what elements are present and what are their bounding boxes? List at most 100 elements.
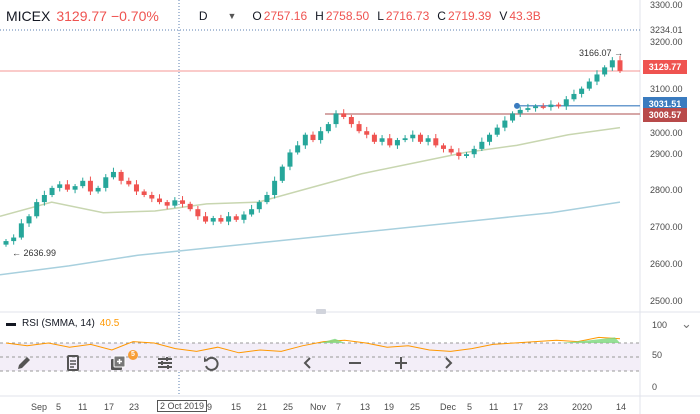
candle-body — [609, 60, 615, 68]
collapse-icon[interactable]: ⌄ — [681, 316, 692, 331]
candle-body — [64, 184, 70, 190]
candle-body — [594, 74, 600, 82]
candle-body — [425, 138, 431, 142]
price-axis-label: 3200.00 — [650, 37, 683, 47]
candle-body — [310, 134, 316, 141]
price-axis-label: 2700.00 — [650, 222, 683, 232]
candle-body — [264, 195, 270, 203]
candle-body — [49, 187, 55, 195]
candle-body — [341, 113, 347, 117]
candle-body — [487, 134, 493, 142]
document-icon[interactable] — [55, 345, 91, 381]
symbol-legend: MICEX 3129.77 −0.70% D ▼ O 2757.16 H 2758.… — [6, 6, 549, 26]
candle-body — [556, 104, 562, 107]
minus-icon[interactable] — [337, 345, 373, 381]
rsi-overbought-fill — [320, 338, 345, 343]
candle-body — [617, 60, 623, 71]
candle-body — [126, 180, 132, 185]
low-marker-label: ← 2636.99 — [12, 248, 57, 258]
undo-icon[interactable] — [193, 345, 229, 381]
candle-body — [133, 184, 139, 192]
price-axis-label: 2600.00 — [650, 259, 683, 269]
candle-body — [287, 152, 293, 167]
candle-body — [448, 148, 454, 153]
candle-body — [18, 223, 24, 238]
rsi-value: 40.5 — [99, 318, 120, 329]
pencil-icon[interactable] — [6, 345, 42, 381]
candle-body — [579, 88, 585, 94]
candle-body — [195, 209, 201, 217]
candle-body — [440, 145, 446, 149]
candle-body — [356, 124, 362, 132]
add-indicator-icon[interactable] — [100, 345, 136, 381]
time-axis-label: 23 — [538, 402, 549, 412]
candle-body — [417, 134, 423, 142]
volume-key: V — [499, 9, 508, 23]
rsi-label: RSI (SMMA, 14) — [22, 318, 95, 329]
high-value: 2758.50 — [325, 9, 370, 23]
symbol-change: −0.70% — [110, 8, 159, 24]
low-value: 2716.73 — [385, 9, 430, 23]
candle-body — [34, 202, 40, 217]
indicator-count-badge: 5 — [128, 350, 138, 360]
candle-body — [348, 117, 354, 125]
rsi-overbought-fill — [560, 337, 620, 343]
sliders-icon[interactable] — [147, 345, 183, 381]
pane-resize-handle — [316, 309, 326, 314]
candle-body — [394, 140, 400, 146]
candle-body — [226, 216, 232, 222]
candle-body — [11, 237, 17, 242]
candle-body — [548, 104, 554, 108]
line-anchor-point — [514, 102, 520, 109]
time-axis-label: 25 — [410, 402, 421, 412]
time-axis-label: Nov — [310, 402, 327, 412]
candle-body — [3, 241, 9, 245]
chevron-left-icon[interactable] — [290, 345, 326, 381]
high-marker-label: 3166.07 → — [579, 48, 624, 58]
interval-label[interactable]: D — [198, 9, 208, 23]
price-axis-label: 2900.00 — [650, 149, 683, 159]
symbol-name[interactable]: MICEX — [6, 8, 51, 24]
price-axis-label: 3100.00 — [650, 84, 683, 94]
plus-icon[interactable] — [383, 345, 419, 381]
price-axis-label: 3000.00 — [650, 128, 683, 138]
collapse-legend-icon[interactable]: ▼ — [227, 11, 237, 21]
time-axis-label: 15 — [231, 402, 242, 412]
rsi-legend[interactable]: ▬ RSI (SMMA, 14) 40.5 — [6, 318, 119, 329]
candle-body — [302, 134, 308, 146]
rsi-axis-label: 100 — [652, 320, 668, 330]
candle-body — [533, 106, 539, 109]
volume-value: 43.3B — [509, 9, 541, 23]
candle-body — [333, 113, 339, 125]
time-axis-label: 11 — [78, 402, 88, 412]
candle-body — [295, 145, 301, 153]
candle-body — [540, 106, 546, 108]
time-axis-label: 11 — [489, 402, 499, 412]
time-axis-label: 9 — [207, 402, 213, 412]
candle-body — [402, 138, 408, 141]
time-axis-label: 25 — [283, 402, 294, 412]
time-axis-label: 13 — [360, 402, 371, 412]
price-axis-label: 3234.01 — [650, 25, 683, 35]
candle-body — [456, 152, 462, 156]
candle-body — [218, 218, 224, 222]
chevron-right-icon[interactable] — [430, 345, 466, 381]
rsi-axis-label: 50 — [652, 350, 663, 360]
open-value: 2757.16 — [263, 9, 308, 23]
candle-body — [479, 141, 485, 149]
candle-body — [87, 180, 93, 192]
candle-body — [57, 184, 63, 188]
candle-body — [571, 93, 577, 100]
candle-body — [364, 131, 370, 135]
candle-body — [586, 81, 592, 89]
time-axis-label: 2020 — [572, 402, 593, 412]
last-price-tag: 3129.77 — [643, 60, 687, 74]
crosshair-date-label: 2 Oct 2019 — [157, 400, 208, 412]
candle-body — [180, 200, 186, 204]
close-value: 2719.39 — [447, 9, 492, 23]
candle-body — [210, 218, 216, 222]
time-axis-label: 14 — [616, 402, 627, 412]
candle-body — [371, 134, 377, 142]
time-axis-label: Sep — [31, 402, 48, 412]
